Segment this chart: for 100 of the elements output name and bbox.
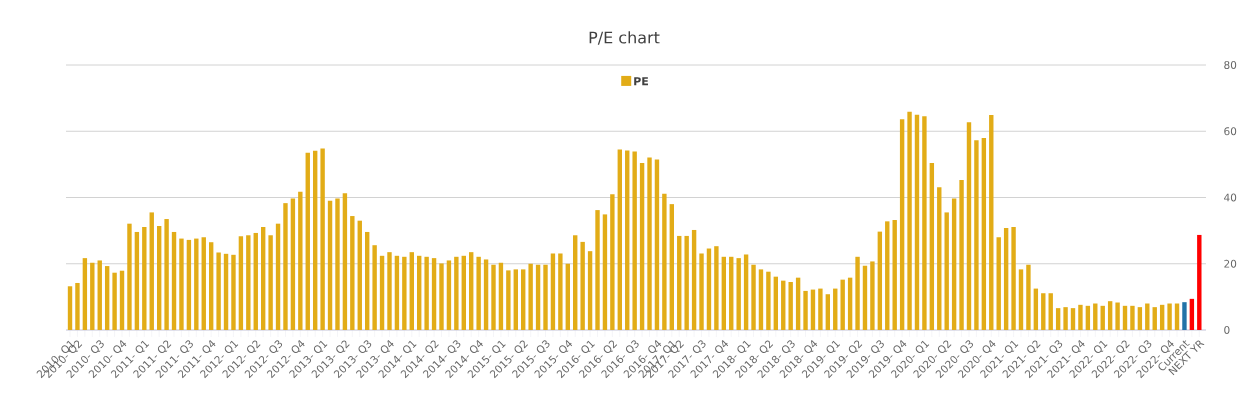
bar: [699, 253, 704, 330]
bar: [1033, 288, 1039, 330]
bar: [90, 262, 95, 330]
bar: [1182, 302, 1187, 330]
bar: [573, 235, 578, 330]
bar: [1063, 307, 1068, 330]
bar: [290, 198, 296, 330]
bar: [238, 236, 244, 330]
bar: [989, 115, 994, 330]
bar: [580, 241, 585, 330]
bar: [602, 214, 608, 330]
bar: [543, 264, 548, 330]
bar: [1107, 301, 1113, 330]
bar: [662, 193, 667, 330]
bar: [632, 151, 637, 330]
bar: [654, 159, 660, 330]
bar: [959, 179, 964, 330]
bar: [669, 204, 675, 330]
bar: [335, 198, 340, 330]
bar: [134, 231, 140, 330]
bar: [402, 256, 407, 330]
bar: [781, 280, 786, 330]
bar: [721, 256, 727, 330]
bar: [260, 226, 266, 330]
bar: [320, 148, 325, 330]
bar: [342, 193, 348, 330]
bar: [1026, 264, 1031, 330]
bar: [929, 163, 935, 330]
bar: [565, 263, 570, 330]
bar: [1041, 293, 1046, 330]
bar: [528, 263, 533, 330]
bar: [729, 256, 734, 330]
bar: [446, 260, 452, 330]
bar: [491, 264, 496, 330]
bar: [862, 265, 868, 330]
bar: [112, 272, 117, 330]
bar: [951, 198, 957, 330]
bar: [773, 276, 779, 330]
bar: [766, 271, 771, 330]
bar: [506, 270, 511, 330]
bar: [253, 232, 258, 330]
bar: [855, 256, 860, 330]
bar: [164, 219, 169, 330]
bar: [825, 294, 831, 330]
bar: [944, 212, 949, 330]
bar: [535, 264, 541, 330]
bar: [357, 220, 362, 330]
bar: [82, 258, 88, 330]
bar: [171, 231, 177, 330]
bar: [818, 288, 823, 330]
bar: [298, 191, 303, 330]
bar: [1189, 298, 1195, 330]
bar: [1048, 293, 1053, 330]
bar: [431, 258, 437, 330]
bar: [610, 194, 615, 330]
bar: [283, 203, 288, 330]
bar: [498, 262, 504, 330]
bar: [914, 114, 920, 330]
bar: [246, 235, 251, 330]
bar: [223, 253, 229, 330]
bar: [677, 235, 682, 330]
bar: [714, 246, 719, 330]
bar: [595, 210, 600, 330]
chart-title: P/E chart: [589, 31, 660, 45]
bar: [461, 255, 466, 330]
bar: [1100, 305, 1105, 330]
bar: [394, 255, 400, 330]
bar: [156, 225, 162, 330]
bar: [833, 288, 838, 330]
bar: [513, 269, 518, 330]
bar: [847, 277, 853, 330]
bar: [67, 286, 73, 330]
bar: [1018, 269, 1024, 330]
bar: [1078, 304, 1083, 330]
bar: [840, 279, 845, 330]
bar: [736, 258, 741, 330]
bar: [1167, 303, 1172, 330]
bar: [424, 256, 429, 330]
bar: [208, 242, 214, 330]
bar: [706, 248, 712, 330]
bar: [186, 239, 192, 330]
y-tick-label: 60: [1224, 127, 1237, 136]
bar: [350, 216, 355, 330]
bar: [974, 140, 979, 330]
bar: [810, 289, 816, 330]
bar: [305, 152, 310, 330]
bar: [1011, 226, 1016, 330]
bar: [268, 235, 273, 330]
bar: [647, 157, 652, 330]
bar: [417, 255, 422, 330]
bar: [691, 229, 697, 330]
bar: [104, 266, 110, 330]
bar: [409, 252, 414, 330]
bar: [558, 253, 563, 330]
bar: [743, 254, 749, 330]
bar: [387, 252, 392, 330]
legend-label: PE: [634, 77, 648, 86]
bar: [1152, 307, 1157, 330]
bar: [639, 163, 645, 330]
bar: [966, 122, 972, 330]
